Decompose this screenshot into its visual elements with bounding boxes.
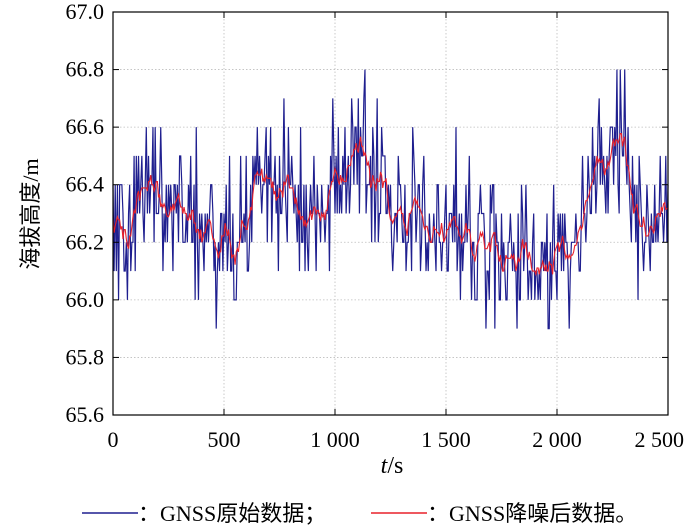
x-axis-label-unit: /s <box>387 453 403 479</box>
x-tick-label: 1 500 <box>421 427 471 452</box>
y-tick-label: 66.0 <box>66 287 105 312</box>
legend: ：GNSS原始数据； ：GNSS降噪后数据。 <box>82 501 637 526</box>
legend-label-denoised: ：GNSS降噪后数据。 <box>427 501 637 526</box>
y-tick-label: 66.6 <box>66 114 105 139</box>
series-line-raw <box>112 69 669 330</box>
y-tick-label: 66.8 <box>66 57 105 82</box>
grid-lines <box>113 12 668 415</box>
legend-label-raw: ：GNSS原始数据； <box>138 501 326 526</box>
y-tick-label: 65.6 <box>66 402 105 427</box>
x-tick-label: 0 <box>108 427 119 452</box>
y-axis-label: 海拔高度/m <box>18 158 43 269</box>
series-group <box>112 69 669 330</box>
x-tick-label: 500 <box>208 427 241 452</box>
x-tick-label: 2 000 <box>532 427 582 452</box>
x-axis-label-var: t <box>381 453 389 479</box>
x-tick-label: 2 500 <box>635 427 685 452</box>
x-axis-label: t/s <box>381 453 404 479</box>
tick-labels: 0 500 1 000 1 500 2 000 2 500 65.6 65.8 66.0 66.2… <box>66 0 685 452</box>
y-tick-label: 67.0 <box>66 0 105 24</box>
x-tick-label: 1 000 <box>310 427 360 452</box>
plot-frame <box>112 11 669 416</box>
axis-ticks <box>112 11 669 416</box>
y-tick-label: 66.2 <box>66 229 105 254</box>
y-tick-label: 65.8 <box>66 344 105 369</box>
series-line-denoised <box>112 132 669 277</box>
y-tick-label: 66.4 <box>66 172 105 197</box>
